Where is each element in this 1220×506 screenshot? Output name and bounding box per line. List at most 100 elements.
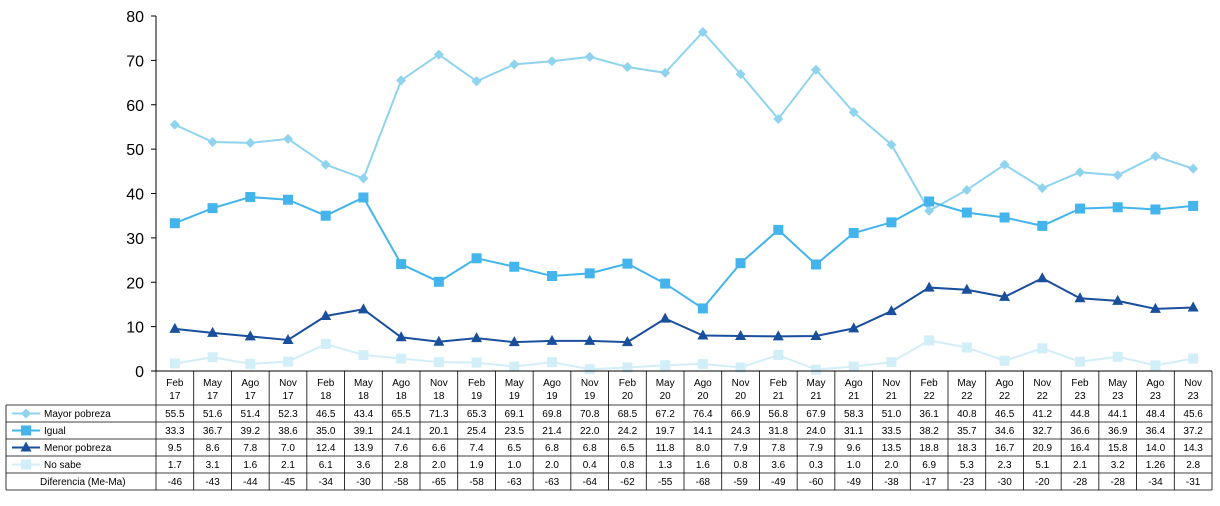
data-label: 36.6 [1070,426,1090,437]
data-label: 24.2 [618,426,638,437]
marker-diamond [660,67,671,78]
y-tick-label: 60 [126,98,144,115]
marker-square [811,364,821,375]
x-tick-label: 21 [848,391,860,402]
marker-square [207,203,218,214]
y-tick-label: 10 [126,320,144,337]
data-label: 7.8 [771,443,785,454]
data-label: 7.9 [734,443,748,454]
data-label: 1.26 [1146,460,1166,471]
marker-diamond [773,113,784,124]
marker-triangle [20,441,32,452]
data-label: 2.3 [998,460,1012,471]
data-label: 31.1 [844,426,864,437]
x-tick-label: Ago [543,378,561,389]
marker-diamond [245,137,256,148]
data-label: 6.9 [922,460,936,471]
marker-square [999,212,1010,223]
marker-triangle [697,329,709,340]
data-label: -45 [281,477,296,488]
data-label: -34 [318,477,333,488]
x-tick-label: 22 [961,391,973,402]
data-label: -30 [356,477,371,488]
series-layer [169,26,1199,375]
table-row: Igual 33.3 36.7 39.2 38.6 35.0 39.1 24.1 20.1 25.… [12,425,1203,437]
data-label: 40.8 [957,409,977,420]
x-tick-label: Ago [241,378,259,389]
marker-square [547,357,557,368]
x-tick-label: Feb [921,378,939,389]
data-label: 65.5 [391,409,411,420]
data-label: 35.0 [316,426,336,437]
data-label: 69.1 [505,409,525,420]
y-tick-label: 30 [126,231,144,248]
data-label: 20.1 [429,426,449,437]
data-label: 7.4 [470,443,484,454]
data-label: 2.8 [394,460,408,471]
marker-square [584,268,595,279]
data-label: -55 [658,477,673,488]
marker-triangle [584,334,596,345]
marker-diamond [886,139,897,150]
marker-triangle [1187,301,1199,312]
data-label: 51.0 [882,409,902,420]
marker-diamond [207,137,218,148]
data-label: 35.7 [957,426,977,437]
data-label: 65.3 [467,409,487,420]
marker-triangle [282,333,294,344]
data-label: -46 [168,477,183,488]
data-label: 0.3 [809,460,823,471]
data-label: 25.4 [467,426,487,437]
data-label: 76.4 [693,409,713,420]
marker-square [697,358,708,369]
marker-square [961,342,972,353]
marker-diamond [1112,170,1123,181]
data-label: 6.5 [507,443,521,454]
data-label: 21.4 [542,426,562,437]
data-label: 2.0 [545,460,559,471]
marker-triangle [508,336,520,347]
data-label: 7.0 [281,443,295,454]
marker-diamond [1150,151,1161,162]
data-label: 7.8 [243,443,257,454]
data-label: -58 [469,477,484,488]
marker-square [1150,204,1161,215]
marker-diamond [396,75,407,86]
x-tick-label: May [505,378,524,389]
marker-triangle [546,334,558,345]
marker-diamond [283,133,293,144]
row-label: Diferencia (Me-Ma) [40,477,126,488]
marker-square [848,361,859,372]
marker-triangle [923,281,935,292]
data-label: 22.0 [580,426,600,437]
data-label: 70.8 [580,409,600,420]
marker-triangle [848,322,860,333]
y-tick-label: 40 [126,187,144,204]
x-tick-label: Ago [392,378,410,389]
data-label: -30 [997,477,1012,488]
x-tick-label: 22 [924,391,936,402]
series-mayor-pobreza [169,26,1199,216]
data-label: 31.8 [769,426,789,437]
data-label: 37.2 [1183,426,1203,437]
x-tick-label: 23 [1112,391,1124,402]
legend-label: Igual [44,426,66,437]
x-tick-label: 21 [810,391,822,402]
data-label: 69.8 [542,409,562,420]
marker-diamond [1075,167,1085,178]
marker-diamond [735,69,746,80]
data-label: 15.8 [1108,443,1128,454]
x-tick-label: Ago [996,378,1014,389]
x-tick-label: 17 [169,391,181,402]
data-label: 67.2 [655,409,675,420]
data-label: 9.5 [168,443,182,454]
marker-triangle [1112,294,1124,305]
marker-square [660,278,671,289]
data-label: 71.3 [429,409,449,420]
data-label: 9.6 [847,443,861,454]
marker-square [924,335,935,346]
x-tick-label: 20 [660,391,672,402]
x-tick-label: Nov [732,378,750,389]
marker-square [21,459,31,470]
data-label: -65 [432,477,447,488]
